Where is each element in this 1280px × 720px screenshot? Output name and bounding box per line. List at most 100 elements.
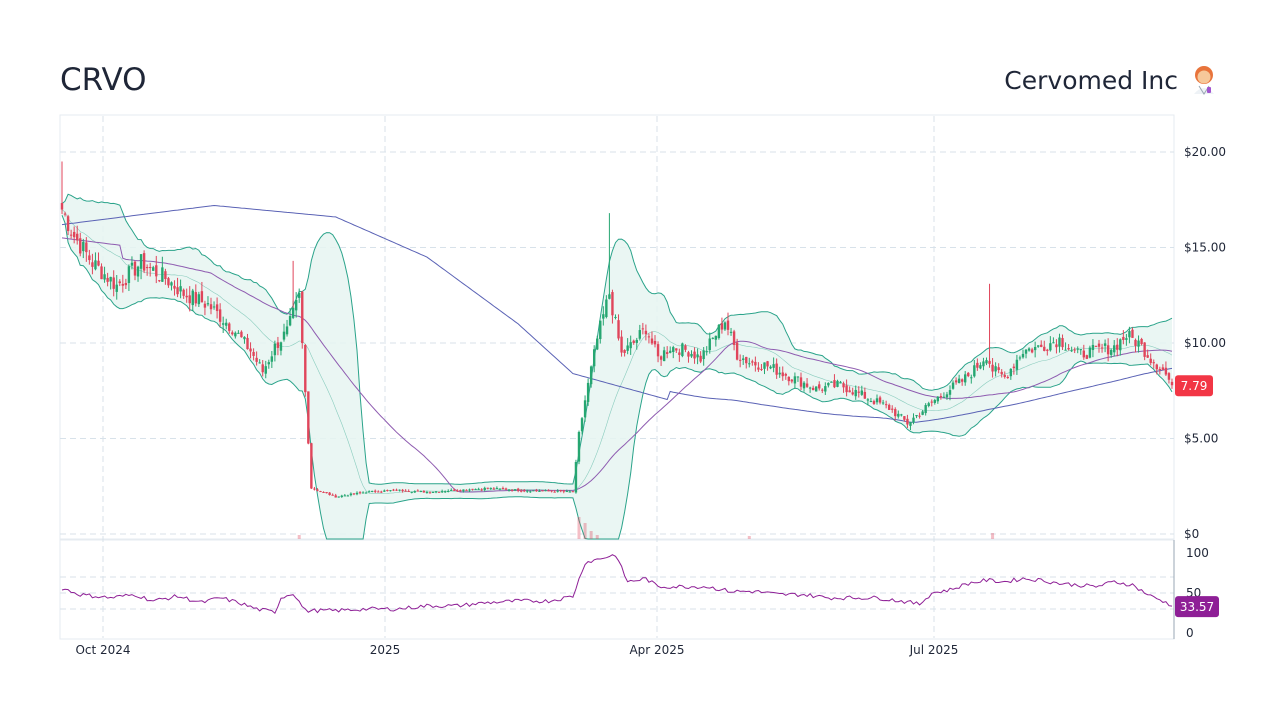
- candle-body: [1134, 339, 1137, 346]
- candlestick: [897, 410, 900, 419]
- candle-body: [745, 356, 748, 364]
- candlestick: [367, 490, 371, 493]
- candle-body: [66, 216, 70, 232]
- candlestick: [960, 378, 964, 386]
- candlestick: [821, 388, 824, 394]
- candlestick: [544, 489, 547, 492]
- candle-body: [742, 358, 745, 360]
- candle-body: [839, 381, 842, 383]
- candle-body: [1064, 349, 1067, 351]
- candlestick: [1103, 339, 1107, 353]
- candlestick: [738, 354, 742, 368]
- candlestick: [66, 214, 70, 236]
- candle-body: [659, 356, 663, 360]
- candlestick: [112, 270, 115, 297]
- candle-body: [434, 491, 438, 493]
- candle-body: [1146, 355, 1149, 358]
- candlestick: [252, 348, 255, 361]
- candlestick: [355, 491, 359, 496]
- candlestick: [970, 374, 973, 384]
- candlestick: [194, 284, 198, 307]
- candlestick: [176, 277, 179, 298]
- candlestick: [723, 321, 727, 331]
- candlestick: [301, 290, 304, 349]
- candle-body: [355, 492, 359, 495]
- candle-body: [471, 488, 474, 490]
- candlestick: [1097, 339, 1101, 353]
- candlestick: [1140, 337, 1143, 346]
- candle-body: [1122, 336, 1125, 340]
- volume-bar: [747, 536, 751, 539]
- candlestick: [380, 490, 383, 493]
- candle-body: [301, 291, 304, 344]
- price-axis-label: $0: [1184, 527, 1199, 541]
- candlestick: [611, 289, 614, 324]
- candle-body: [586, 382, 590, 402]
- candle-body: [732, 331, 736, 345]
- candle-body: [410, 491, 413, 493]
- candlestick: [480, 488, 483, 492]
- candle-body: [383, 490, 386, 492]
- candlestick: [951, 380, 955, 390]
- candle-body: [596, 338, 599, 350]
- candle-body: [967, 372, 970, 377]
- candlestick: [881, 399, 885, 405]
- candlestick: [964, 371, 967, 386]
- candle-body: [155, 265, 158, 277]
- candle-body: [1046, 349, 1049, 351]
- candle-body: [863, 391, 867, 399]
- candle-body: [294, 299, 298, 311]
- candlestick: [200, 281, 204, 303]
- candlestick: [228, 322, 231, 334]
- candlestick: [933, 398, 936, 405]
- candlestick: [437, 491, 441, 493]
- candle-body: [964, 374, 967, 383]
- candlestick: [1040, 340, 1043, 348]
- candlestick: [550, 490, 553, 493]
- candle-body: [313, 488, 316, 490]
- candlestick: [82, 238, 85, 259]
- candlestick: [370, 490, 374, 493]
- candle-body: [191, 290, 194, 306]
- candlestick: [85, 237, 88, 262]
- candle-body: [328, 492, 331, 495]
- candle-body: [1131, 329, 1134, 338]
- candlestick: [641, 322, 645, 335]
- candle-body: [848, 390, 851, 393]
- candlestick: [529, 490, 532, 493]
- candlestick: [617, 314, 620, 341]
- candle-body: [389, 490, 392, 492]
- candle-body: [307, 391, 310, 444]
- candle-body: [884, 404, 888, 406]
- candle-body: [754, 361, 757, 366]
- candlestick: [997, 363, 1000, 374]
- company-name: Cervomed Inc: [1004, 65, 1178, 95]
- candlestick: [708, 332, 711, 354]
- candle-body: [79, 238, 82, 254]
- candle-body: [319, 491, 322, 493]
- candle-body: [1091, 344, 1095, 351]
- candle-body: [82, 241, 85, 252]
- candle-body: [678, 352, 681, 355]
- candlestick: [556, 489, 559, 493]
- last-price-tag: [1175, 375, 1213, 397]
- candle-body: [158, 280, 161, 282]
- candle-body: [1082, 350, 1086, 358]
- candle-body: [246, 337, 249, 350]
- candlestick: [954, 377, 958, 385]
- candlestick: [1109, 348, 1113, 358]
- bollinger-band-area: [62, 194, 1172, 540]
- candlestick: [662, 346, 666, 362]
- candlestick: [124, 278, 128, 290]
- candlestick: [547, 489, 550, 492]
- candlestick: [462, 489, 465, 493]
- candle-body: [814, 386, 818, 392]
- candle-body: [824, 386, 827, 392]
- candlestick: [851, 387, 854, 396]
- candlestick: [887, 403, 891, 411]
- candle-body: [626, 345, 629, 351]
- candlestick: [833, 374, 836, 389]
- candle-body: [1052, 342, 1055, 344]
- candle-body: [997, 367, 1000, 371]
- candlestick: [1067, 344, 1070, 351]
